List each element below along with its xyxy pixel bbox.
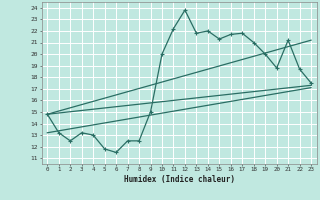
X-axis label: Humidex (Indice chaleur): Humidex (Indice chaleur)	[124, 175, 235, 184]
